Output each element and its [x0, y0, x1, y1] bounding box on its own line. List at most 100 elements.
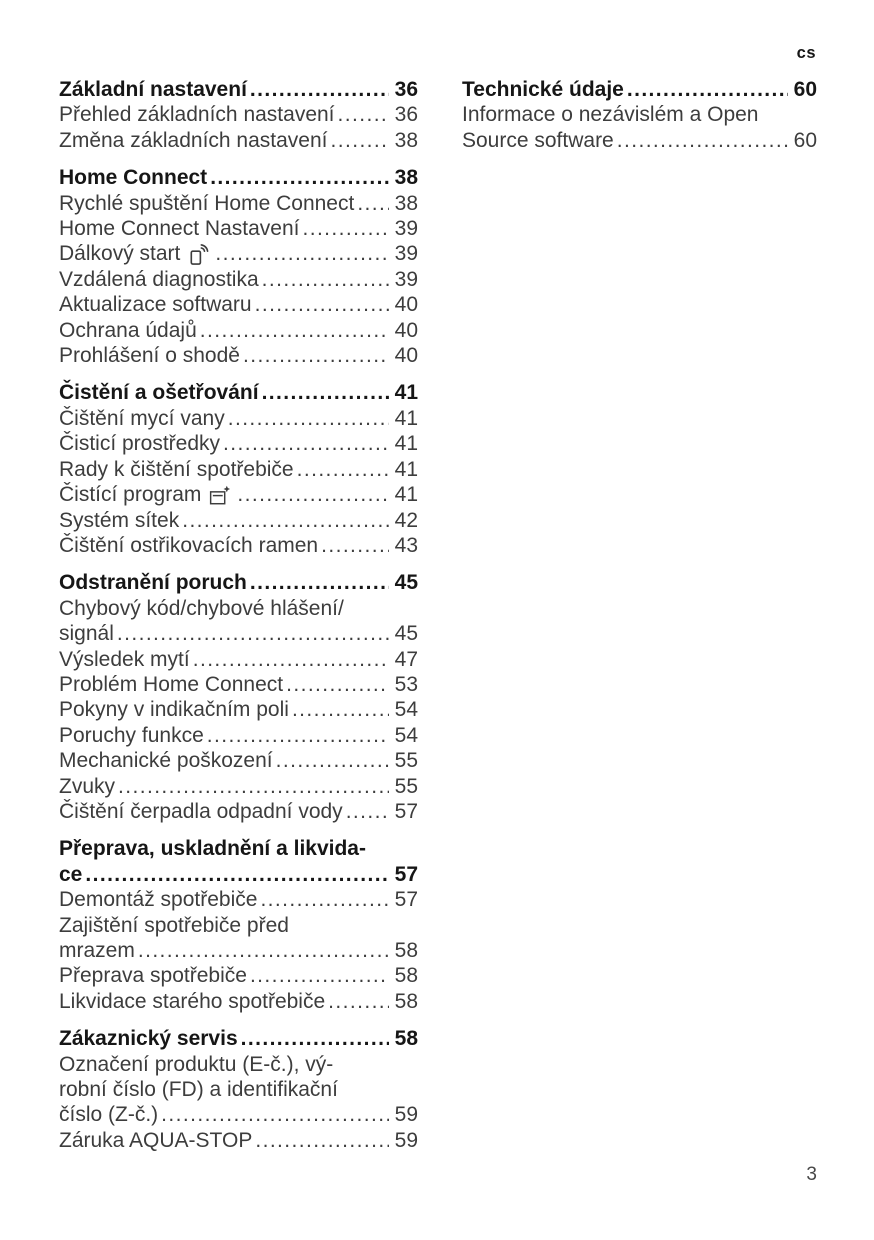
toc-page-ref: 55: [394, 749, 418, 773]
toc-page-ref: 57: [394, 799, 418, 823]
toc-page-ref: 36: [394, 103, 418, 127]
toc-entry-text: Demontáž spotřebiče: [59, 888, 258, 912]
toc-heading-text: Odstranění poruch: [59, 571, 247, 595]
toc-heading-text: Přeprava, uskladnění a likvida-: [59, 837, 366, 861]
toc-entry-text: robní číslo (FD) a identifikační: [59, 1078, 338, 1102]
toc-entry-row: mrazem..................................…: [59, 938, 418, 963]
toc-section: Zákaznický servis.......................…: [59, 1026, 418, 1153]
toc-page-ref: 38: [394, 128, 418, 152]
page-number: 3: [806, 1164, 817, 1185]
toc-section: Základní nastavení......................…: [59, 77, 418, 153]
toc-entry-row: Demontáž spotřebiče.....................…: [59, 887, 418, 912]
toc-entry-row: Vzdálená diagnostika....................…: [59, 267, 418, 292]
toc-page-ref: 36: [394, 78, 418, 101]
toc-heading-text: Technické údaje: [462, 78, 624, 101]
toc-entry-text: Chybový kód/chybové hlášení/: [59, 596, 344, 620]
toc-page-ref: 54: [394, 723, 418, 747]
toc-page-ref: 60: [793, 78, 817, 101]
dotted-leader: ........................................…: [182, 508, 388, 532]
dotted-leader: ........................................…: [192, 647, 389, 671]
toc-entry-text: Čistící program: [59, 483, 202, 507]
toc-entry-row: Home Connect Nastavení..................…: [59, 216, 418, 241]
dotted-leader: ........................................…: [626, 78, 788, 101]
dotted-leader: ........................................…: [261, 381, 389, 405]
toc-entry-row: Rychlé spuštění Home Connect............…: [59, 191, 418, 216]
toc-page-ref: 38: [394, 191, 418, 215]
dotted-leader: ........................................…: [255, 1128, 388, 1152]
dotted-leader: ........................................…: [260, 888, 388, 912]
language-code-label: cs: [796, 44, 816, 62]
toc-page-ref: 57: [394, 888, 418, 912]
toc-entry-text: Systém sítek: [59, 508, 180, 532]
dotted-leader: ........................................…: [337, 103, 389, 127]
toc-heading-text: ce: [59, 862, 83, 886]
toc-entry-row: Čištění mycí vany.......................…: [59, 406, 418, 431]
toc-section: Odstranění poruch.......................…: [59, 570, 418, 824]
toc-entry-text: Čištění mycí vany: [59, 406, 225, 430]
toc-page-ref: 40: [394, 318, 418, 342]
toc-entry-text: Home Connect Nastavení: [59, 217, 300, 241]
toc-entry-row: Poruchy funkce..........................…: [59, 723, 418, 748]
toc-entry-text: Výsledek mytí: [59, 647, 190, 671]
toc-entry-text: Aktualizace softwaru: [59, 293, 252, 317]
dotted-leader: ........................................…: [321, 533, 389, 557]
toc-entry-row: Ochrana údajů...........................…: [59, 318, 418, 343]
toc-page-ref: 54: [394, 698, 418, 722]
toc-entry-text: Přehled základních nastavení: [59, 103, 335, 127]
dotted-leader: ........................................…: [85, 862, 389, 886]
toc-entry-text: Změna základních nastavení: [59, 128, 328, 152]
dotted-leader: ........................................…: [237, 483, 389, 507]
dotted-leader: ........................................…: [254, 293, 389, 317]
toc-entry-row: Chybový kód/chybové hlášení/: [59, 596, 418, 621]
toc-entry-text: Zvuky: [59, 774, 116, 798]
dotted-leader: ........................................…: [223, 432, 389, 456]
toc-entry-row: Změna základních nastavení..............…: [59, 128, 418, 153]
toc-entry-row: Likvidace starého spotřebiče............…: [59, 989, 418, 1014]
toc-column-right: Technické údaje.........................…: [462, 77, 817, 153]
toc-entry-row: Pokyny v indikačním poli................…: [59, 697, 418, 722]
toc-entry-text: číslo (Z-č.): [59, 1103, 159, 1127]
toc-page-ref: 41: [394, 483, 418, 507]
toc-page-ref: 41: [394, 406, 418, 430]
toc-entry-row: Čistící program.........................…: [59, 482, 418, 507]
toc-heading-row: Přeprava, uskladnění a likvida-: [59, 836, 418, 861]
toc-heading-row: ce......................................…: [59, 862, 418, 887]
toc-entry-row: Zvuky...................................…: [59, 774, 418, 799]
toc-entry-row: Informace o nezávislém a Open: [462, 102, 817, 127]
toc-entry-row: Prohlášení o shodě......................…: [59, 343, 418, 368]
toc-page-ref: 45: [394, 571, 418, 595]
toc-page-ref: 55: [394, 774, 418, 798]
toc-page-ref: 60: [793, 128, 817, 152]
toc-entry-row: Zajištění spotřebiče před: [59, 913, 418, 938]
dotted-leader: ........................................…: [227, 406, 389, 430]
toc-entry-text: Zajištění spotřebiče před: [59, 913, 289, 937]
dotted-leader: ........................................…: [210, 166, 388, 190]
toc-entry-text: Čisticí prostředky: [59, 432, 221, 456]
toc-page-ref: 39: [394, 267, 418, 291]
toc-entry-text: Čištění ostřikovacích ramen: [59, 533, 319, 557]
toc-page-ref: 59: [394, 1128, 418, 1152]
toc-page-ref: 41: [394, 381, 418, 405]
dotted-leader: ........................................…: [328, 989, 388, 1013]
dotted-leader: ........................................…: [116, 622, 389, 646]
machine-care-icon: [208, 485, 231, 506]
toc-page-ref: 41: [394, 457, 418, 481]
dotted-leader: ........................................…: [206, 723, 389, 747]
toc-heading-row: Zákaznický servis.......................…: [59, 1026, 418, 1051]
toc-page-ref: 39: [394, 217, 418, 241]
dotted-leader: ........................................…: [215, 242, 389, 266]
remote-start-icon: [187, 244, 209, 266]
dotted-leader: ........................................…: [286, 672, 389, 696]
dotted-leader: ........................................…: [330, 128, 389, 152]
toc-entry-row: Source software.........................…: [462, 128, 817, 153]
dotted-leader: ........................................…: [357, 191, 388, 215]
toc-entry-text: Ochrana údajů: [59, 318, 197, 342]
dotted-leader: ........................................…: [296, 457, 389, 481]
toc-page-ref: 58: [394, 939, 418, 962]
toc-entry-text: Rychlé spuštění Home Connect: [59, 191, 355, 215]
toc-page-ref: 38: [394, 166, 418, 190]
toc-heading-text: Home Connect: [59, 166, 208, 190]
toc-entry-row: Čištění čerpadla odpadní vody...........…: [59, 799, 418, 824]
toc-entry-text: Pokyny v indikačním poli: [59, 698, 289, 722]
